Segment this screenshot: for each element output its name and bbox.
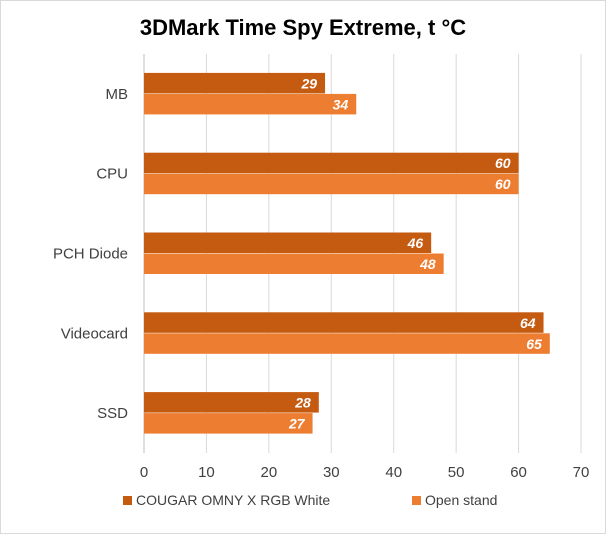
x-tick-label: 50 bbox=[448, 464, 465, 481]
category-label: CPU bbox=[96, 166, 128, 183]
bar-cpu-s1 bbox=[144, 152, 519, 174]
data-label: 60 bbox=[495, 155, 511, 171]
x-tick-label: 10 bbox=[198, 464, 215, 481]
bar-mb-s1 bbox=[144, 72, 326, 94]
legend-label-1: COUGAR OMNY X RGB White bbox=[136, 492, 330, 508]
data-label: 28 bbox=[294, 395, 311, 411]
x-axis-ticks: 0 10 20 30 40 50 60 70 bbox=[140, 464, 590, 481]
bar-videocard-s1 bbox=[144, 312, 544, 333]
data-labels: 29 34 60 60 46 48 64 65 28 27 bbox=[288, 75, 542, 431]
legend-swatch-2 bbox=[412, 496, 421, 505]
data-label: 65 bbox=[526, 336, 542, 352]
category-labels: MB CPU PCH Diode Videocard SSD bbox=[53, 86, 128, 422]
bar-pch-diode-s1 bbox=[144, 232, 432, 253]
bar-videocard-s2 bbox=[144, 333, 550, 354]
data-label: 64 bbox=[520, 315, 536, 331]
bar-cpu-s2 bbox=[144, 173, 519, 195]
legend: COUGAR OMNY X RGB White Open stand bbox=[123, 492, 497, 508]
chart-title: 3DMark Time Spy Extreme, t °C bbox=[140, 15, 466, 40]
bar-pch-diode-s2 bbox=[144, 253, 444, 274]
x-tick-label: 30 bbox=[323, 464, 340, 481]
x-tick-label: 0 bbox=[140, 464, 148, 481]
x-tick-label: 20 bbox=[261, 464, 278, 481]
category-label: SSD bbox=[97, 405, 128, 422]
legend-label-2: Open stand bbox=[425, 492, 497, 508]
bar-mb-s2 bbox=[144, 93, 357, 115]
bar-ssd-s1 bbox=[144, 392, 319, 413]
category-label: Videocard bbox=[61, 325, 128, 342]
data-label: 60 bbox=[495, 176, 511, 192]
data-label: 29 bbox=[300, 75, 317, 91]
bars bbox=[144, 72, 550, 434]
x-tick-label: 40 bbox=[385, 464, 402, 481]
data-label: 34 bbox=[333, 96, 349, 112]
data-label: 48 bbox=[419, 256, 436, 272]
legend-swatch-1 bbox=[123, 496, 132, 505]
bar-ssd-s2 bbox=[144, 413, 313, 434]
category-label: MB bbox=[106, 86, 129, 103]
category-label: PCH Diode bbox=[53, 246, 128, 263]
x-tick-label: 60 bbox=[510, 464, 527, 481]
data-label: 27 bbox=[288, 416, 306, 432]
data-label: 46 bbox=[407, 235, 424, 251]
x-tick-label: 70 bbox=[573, 464, 590, 481]
